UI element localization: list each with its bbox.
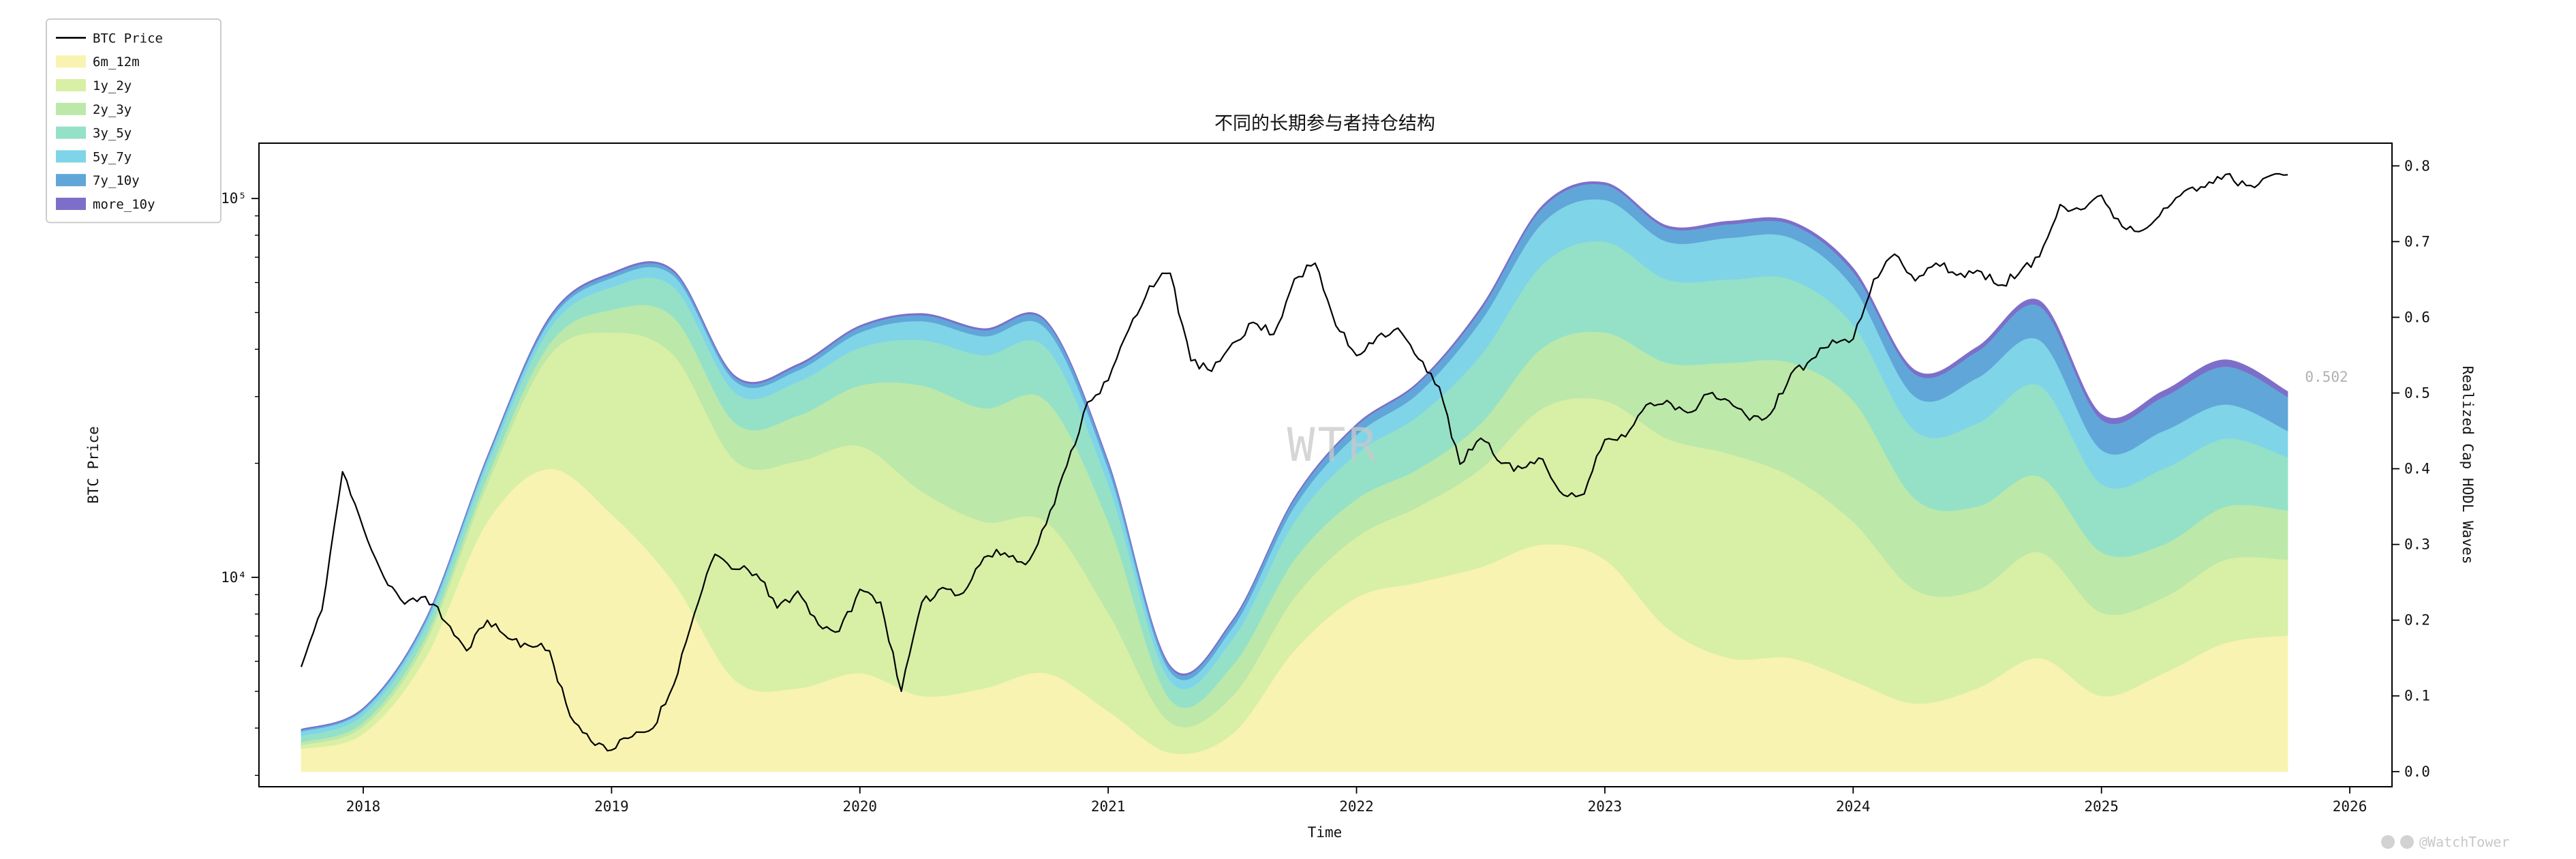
right-axis-title: Realized Cap HODL Waves	[2459, 366, 2476, 564]
legend-label: 3y_5y	[93, 126, 132, 141]
x-tick-label: 2019	[594, 798, 629, 815]
right-tick-label: 0.1	[2404, 688, 2430, 704]
center-watermark: WTR	[1287, 419, 1379, 472]
legend-label: 2y_3y	[93, 102, 132, 117]
x-tick-label: 2023	[1588, 798, 1623, 815]
legend: BTC Price 6m_12m 1y_2y 2y_3y 3y_5y 5y_7y 7y_10…	[46, 18, 221, 224]
x-axis-title: Time	[1308, 824, 1343, 841]
right-tick-label: 0.0	[2404, 764, 2430, 780]
left-axis: 10⁴ 10⁵	[221, 190, 259, 777]
legend-color-patch	[56, 174, 86, 187]
plot-border	[258, 142, 2393, 787]
legend-color-patch	[56, 150, 86, 163]
circle-badge-icon	[2400, 835, 2414, 849]
legend-label: more_10y	[93, 197, 155, 212]
chart-title: 不同的长期参与者持仓结构	[1214, 113, 1435, 134]
credit-watermark-text: @WatchTower	[2419, 834, 2509, 850]
right-tick-label: 0.2	[2404, 612, 2430, 629]
legend-label: 6m_12m	[93, 55, 140, 70]
legend-label: 1y_2y	[93, 78, 132, 93]
x-tick-label: 2022	[1339, 798, 1374, 815]
right-tick-label: 0.8	[2404, 157, 2430, 174]
legend-color-patch	[56, 79, 86, 91]
credit-watermark-group: @WatchTower	[2381, 834, 2509, 850]
x-tick-label: 2021	[1091, 798, 1126, 815]
legend-label: 5y_7y	[93, 149, 132, 164]
right-tick-label: 0.6	[2404, 309, 2430, 325]
hodl-areas	[301, 181, 2288, 772]
right-tick-label: 0.4	[2404, 461, 2430, 477]
legend-color-patch	[56, 126, 86, 139]
legend-box	[46, 18, 221, 224]
btc-price-line	[300, 172, 2288, 752]
x-tick-label: 2020	[843, 798, 878, 815]
current-value-annotation: 0.502	[2305, 369, 2348, 385]
legend-label: 7y_10y	[93, 173, 140, 188]
circle-badge-icon	[2381, 835, 2395, 849]
left-tick-label: 10⁴	[221, 569, 247, 586]
legend-color-patch	[56, 102, 86, 115]
x-tick-label: 2024	[1836, 798, 1871, 815]
x-tick-label: 2026	[2333, 798, 2367, 815]
x-tick-label: 2025	[2084, 798, 2119, 815]
x-axis: 2018 2019 2020 2021 2022 2023 2024 2025 2026	[346, 787, 2367, 815]
right-tick-label: 0.5	[2404, 385, 2430, 401]
hodl-band-more_10y	[301, 181, 2288, 731]
legend-label: BTC Price	[93, 31, 163, 46]
right-tick-label: 0.3	[2404, 537, 2430, 553]
left-axis-title: BTC Price	[85, 426, 102, 504]
right-axis: 0.0 0.1 0.2 0.3 0.4 0.5 0.6 0.7 0.8	[2392, 157, 2430, 780]
left-tick-label: 10⁵	[221, 190, 247, 207]
legend-color-patch	[56, 55, 86, 68]
x-tick-label: 2018	[346, 798, 381, 815]
chart-layer: 2018 2019 2020 2021 2022 2023 2024 2025 202610⁴1…	[221, 142, 2430, 815]
right-tick-label: 0.7	[2404, 233, 2430, 250]
legend-color-patch	[56, 198, 86, 210]
